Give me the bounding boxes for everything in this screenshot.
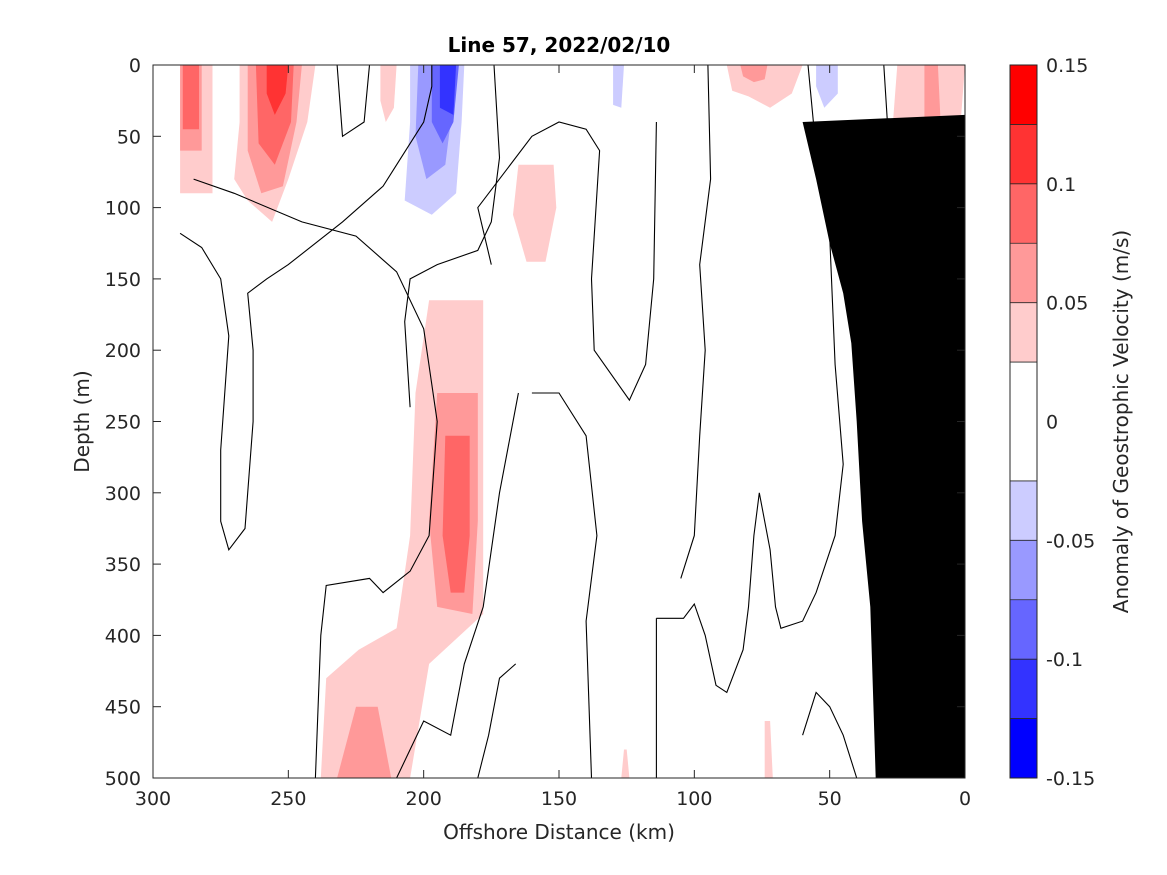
zero-contour-line xyxy=(477,121,657,402)
y-tick-label: 150 xyxy=(105,269,141,291)
positive-anomaly-region xyxy=(621,749,630,778)
zero-contour-line xyxy=(179,65,433,552)
x-axis-label: Offshore Distance (km) xyxy=(443,820,675,844)
positive-anomaly-region xyxy=(380,65,397,122)
positive-anomaly-region xyxy=(513,164,557,262)
colorbar-segment xyxy=(1010,183,1037,244)
positive-anomaly-region xyxy=(740,65,768,83)
positive-anomaly-region xyxy=(337,706,392,778)
colorbar-tick-label: -0.05 xyxy=(1046,530,1095,552)
bathymetry-mask xyxy=(802,114,965,778)
colorbar-tick-label: 0 xyxy=(1046,412,1058,434)
zero-contour-line xyxy=(404,65,501,408)
colorbar-label: Anomaly of Geostrophic Velocity (m/s) xyxy=(1109,230,1133,613)
negative-anomaly-region xyxy=(239,421,308,778)
positive-anomaly-region xyxy=(182,65,199,130)
plot-area: 300 250 200 150 100 50 00501001502002503003504… xyxy=(105,55,971,810)
x-tick-label: 50 xyxy=(818,788,842,810)
zero-contour-line xyxy=(336,65,371,138)
colorbar-segment xyxy=(1010,243,1037,303)
colorbar-segment xyxy=(1010,480,1037,541)
colorbar-segment xyxy=(1010,718,1037,778)
colorbar-tick-label: -0.15 xyxy=(1046,768,1095,790)
colorbar-tick-label: -0.1 xyxy=(1046,649,1083,671)
colorbar-segment xyxy=(1010,540,1037,600)
y-tick-label: 400 xyxy=(105,625,141,647)
y-tick-label: 50 xyxy=(117,126,141,148)
zero-contour-line xyxy=(802,691,858,778)
x-tick-label: 100 xyxy=(676,788,712,810)
colorbar-segment xyxy=(1010,599,1037,660)
x-tick-label: 0 xyxy=(959,788,971,810)
colorbar-tick-label: 0.05 xyxy=(1046,293,1088,315)
colorbar-segment xyxy=(1010,124,1037,184)
y-tick-label: 0 xyxy=(129,55,141,77)
y-tick-label: 500 xyxy=(105,768,141,790)
negative-anomaly-region xyxy=(667,65,716,101)
x-tick-label: 250 xyxy=(270,788,306,810)
zero-contour-line xyxy=(193,178,438,778)
contour-fills xyxy=(179,65,965,778)
positive-anomaly-region xyxy=(442,435,470,593)
x-tick-label: 300 xyxy=(135,788,171,810)
positive-anomaly-region xyxy=(764,721,773,778)
negative-anomaly-region xyxy=(439,65,457,115)
negative-anomaly-region xyxy=(816,65,838,108)
positive-anomaly-region xyxy=(266,65,289,115)
y-tick-label: 100 xyxy=(105,198,141,220)
colorbar-segment xyxy=(1010,302,1037,363)
colorbar-tick-label: 0.15 xyxy=(1046,55,1088,77)
negative-anomaly-region xyxy=(759,164,776,279)
negative-anomaly-region xyxy=(429,742,448,778)
negative-anomaly-region xyxy=(613,65,624,108)
colorbar-segment xyxy=(1010,65,1037,125)
y-tick-label: 250 xyxy=(105,412,141,434)
zero-contour-line xyxy=(656,65,844,694)
zero-contour-line xyxy=(531,392,598,778)
y-tick-label: 200 xyxy=(105,340,141,362)
zero-contour-line xyxy=(396,392,519,778)
colorbar-segment xyxy=(1010,362,1037,481)
colorbar-tick-label: 0.1 xyxy=(1046,174,1076,196)
x-tick-label: 150 xyxy=(541,788,577,810)
zero-contour-line xyxy=(680,65,712,579)
chart-title: Line 57, 2022/02/10 xyxy=(448,33,671,57)
zero-contour-line xyxy=(477,663,517,778)
colorbar: 0.15 0.1 0.05 0 -0.05 -0.1 -0.15 xyxy=(1009,55,1095,790)
colorbar-segment xyxy=(1010,659,1037,719)
x-tick-label: 200 xyxy=(406,788,442,810)
y-tick-label: 350 xyxy=(105,554,141,576)
y-axis-label: Depth (m) xyxy=(70,370,94,472)
y-tick-label: 300 xyxy=(105,483,141,505)
y-tick-label: 450 xyxy=(105,697,141,719)
colorbar-frame xyxy=(1009,64,1038,779)
